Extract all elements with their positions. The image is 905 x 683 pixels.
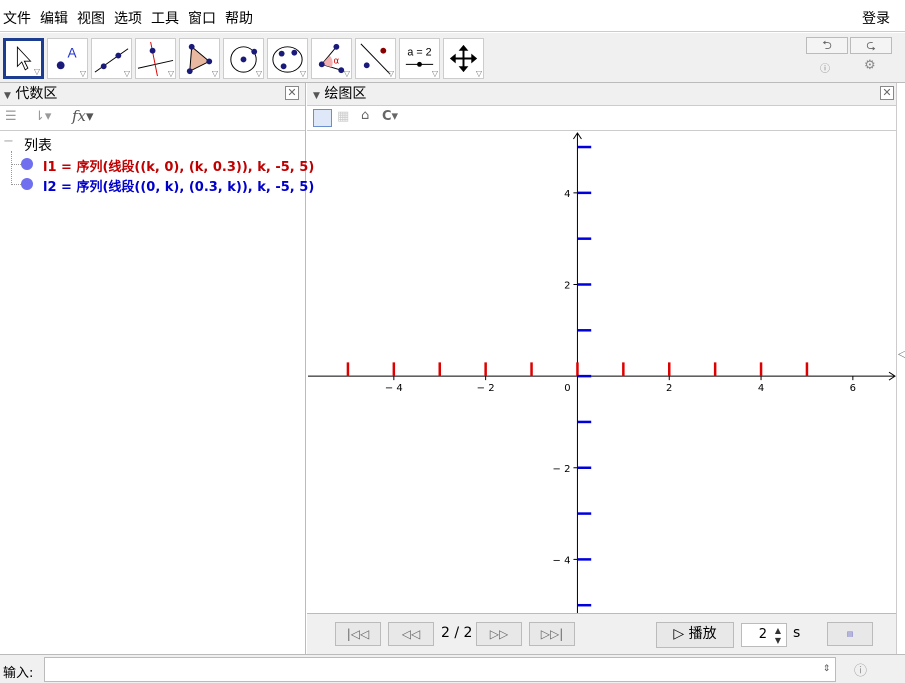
graphics-style-bar: ▦ ⌂ C▾ [307,106,896,131]
point-tool-icon: A [56,46,78,70]
graphics-title: 绘图区 [324,86,367,102]
animation-nav-bar: |◁◁ ◁◁ 2 / 2 ▷▷ ▷▷| ▷ 播放 2 ▲ ▼ s ▤ [307,613,896,654]
move-tool-icon [16,46,32,71]
polygon-tool-icon [186,43,213,75]
circle-tool-icon [230,46,258,73]
help-icon[interactable]: ⓘ [820,64,830,75]
visibility-toggle-l2[interactable] [21,178,33,190]
angle-tool[interactable]: α ▽ [311,38,352,79]
description-mode-icon[interactable]: ☰ [5,109,17,124]
menu-window[interactable]: 窗口 [188,11,216,27]
graphics-header: ▼ 绘图区 ✕ [307,83,896,106]
x-tick-label: 6 [850,383,856,394]
menu-tools[interactable]: 工具 [151,11,179,27]
input-label: 输入: [3,666,34,681]
group-label: 列表 [24,138,52,154]
first-step-button[interactable]: |◁◁ [335,622,381,646]
reflect-tool-icon [360,43,391,75]
previous-step-button[interactable]: ◁◁ [388,622,434,646]
close-algebra-button[interactable]: ✕ [285,86,299,100]
conic-tool-icon [272,46,303,73]
line-tool[interactable]: ▽ [91,38,132,79]
construction-protocol-button[interactable]: ▤ [827,622,873,646]
move-view-tool[interactable]: ▽ [443,38,484,79]
x-tick-label: − 2 [477,383,495,394]
graphics-canvas[interactable]: − 4 − 2 0 2 4 6 4 2 − 2 − 4 [308,131,896,613]
collapse-icon[interactable]: ▼ [313,91,320,101]
expand-arrow-icon[interactable]: ◁ [898,349,905,360]
speed-stepper[interactable]: ▲ ▼ [770,623,787,647]
input-bar: 输入: ⇕ ⓘ [0,654,905,683]
y-tick-label: − 2 [553,464,571,475]
svg-text:a = 2: a = 2 [407,47,431,59]
slider-tool-icon: a = 2 [405,47,434,67]
point-tool[interactable]: A ▽ [47,38,88,79]
step-counter: 2 / 2 [441,625,473,641]
speed-unit: s [793,625,801,641]
grid-toggle-icon[interactable]: ▦ [337,109,350,124]
x-tick-label: − 4 [385,383,403,394]
redo-button[interactable]: ⮎ [850,37,892,54]
x-tick-label: 0 [564,383,570,394]
visibility-toggle-l1[interactable] [21,158,33,170]
y-tick-label: 4 [564,189,570,200]
menu-options[interactable]: 选项 [114,11,142,27]
svg-text:A: A [68,46,78,61]
next-step-button[interactable]: ▷▷ [476,622,522,646]
circle-tool[interactable]: ▽ [223,38,264,79]
polygon-tool[interactable]: ▽ [179,38,220,79]
point-capture-icon[interactable]: C▾ [382,109,399,124]
x-axis-arrow [888,371,896,381]
collapse-group-icon[interactable]: − [3,134,14,149]
move-tool[interactable]: ▽ [3,38,44,79]
x-tick-label: 4 [758,383,764,394]
algebra-style-bar: ☰ ⇂▾ fx▾ [0,106,305,131]
toolbar: ▽ A ▽ ▽ ▽ ▽ ▽ ▽ α ▽ ▽ a = 2 ▽ ▽ ⮌ ⮎ ⓘ ⚙ [0,33,905,83]
slider-tool[interactable]: a = 2 ▽ [399,38,440,79]
menu-view[interactable]: 视图 [77,11,105,27]
angle-tool-icon: α [318,43,345,74]
sort-icon[interactable]: ⇂▾ [34,109,52,124]
side-panel-handle[interactable]: ◁ [896,83,905,654]
line-tool-icon [94,48,129,73]
speed-input[interactable]: 2 [741,623,770,647]
algebra-panel: ▼ 代数区 ✕ ☰ ⇂▾ fx▾ − 列表 l1 = 序列(线段((k, 0),… [0,83,314,654]
gear-icon[interactable]: ⚙ [864,58,876,73]
algebra-header: ▼ 代数区 ✕ [0,83,305,106]
y-tick-label: 2 [564,280,570,291]
y-axis-arrow [573,132,582,140]
play-icon: ▷ [673,626,689,642]
algebra-title: 代数区 [15,86,58,102]
move-view-tool-icon [449,44,478,73]
algebra-item-l2[interactable]: l2 = 序列(线段((0, k), (0.3, k)), k, -5, 5) [43,180,315,195]
collapse-icon[interactable]: ▼ [4,91,11,101]
perpendicular-tool[interactable]: ▽ [135,38,176,79]
x-tick-label: 2 [666,383,672,394]
conic-tool[interactable]: ▽ [267,38,308,79]
last-step-button[interactable]: ▷▷| [529,622,575,646]
axes-toggle-icon[interactable] [313,109,332,127]
y-tick-label: − 4 [553,555,571,566]
graphics-panel: ▼ 绘图区 ✕ ▦ ⌂ C▾ − 4 − 2 0 2 4 6 4 2 − 2 − 4 |◁◁ ◁◁… [307,83,896,654]
history-arrows-icon[interactable]: ⇕ [818,657,836,682]
menu-file[interactable]: 文件 [3,11,31,27]
algebra-item-l1[interactable]: l1 = 序列(线段((k, 0), (k, 0.3)), k, -5, 5) [43,160,315,175]
reflect-tool[interactable]: ▽ [355,38,396,79]
fx-icon[interactable]: fx▾ [72,107,94,125]
menu-help[interactable]: 帮助 [225,11,253,27]
perpendicular-line-tool-icon [137,41,174,77]
menu-edit[interactable]: 编辑 [40,11,68,27]
input-field[interactable] [44,657,818,682]
undo-button[interactable]: ⮌ [806,37,848,54]
play-button[interactable]: ▷ 播放 [656,622,734,648]
close-graphics-button[interactable]: ✕ [880,86,894,100]
login-button[interactable]: 登录 [862,11,890,27]
menu-bar: 文件 编辑 视图 选项 工具 窗口 帮助 登录 [0,0,905,32]
svg-text:α: α [333,56,339,66]
home-icon[interactable]: ⌂ [361,108,370,123]
input-help-icon[interactable]: ⓘ [854,664,868,679]
algebra-list: − 列表 l1 = 序列(线段((k, 0), (k, 0.3)), k, -5… [0,131,314,201]
